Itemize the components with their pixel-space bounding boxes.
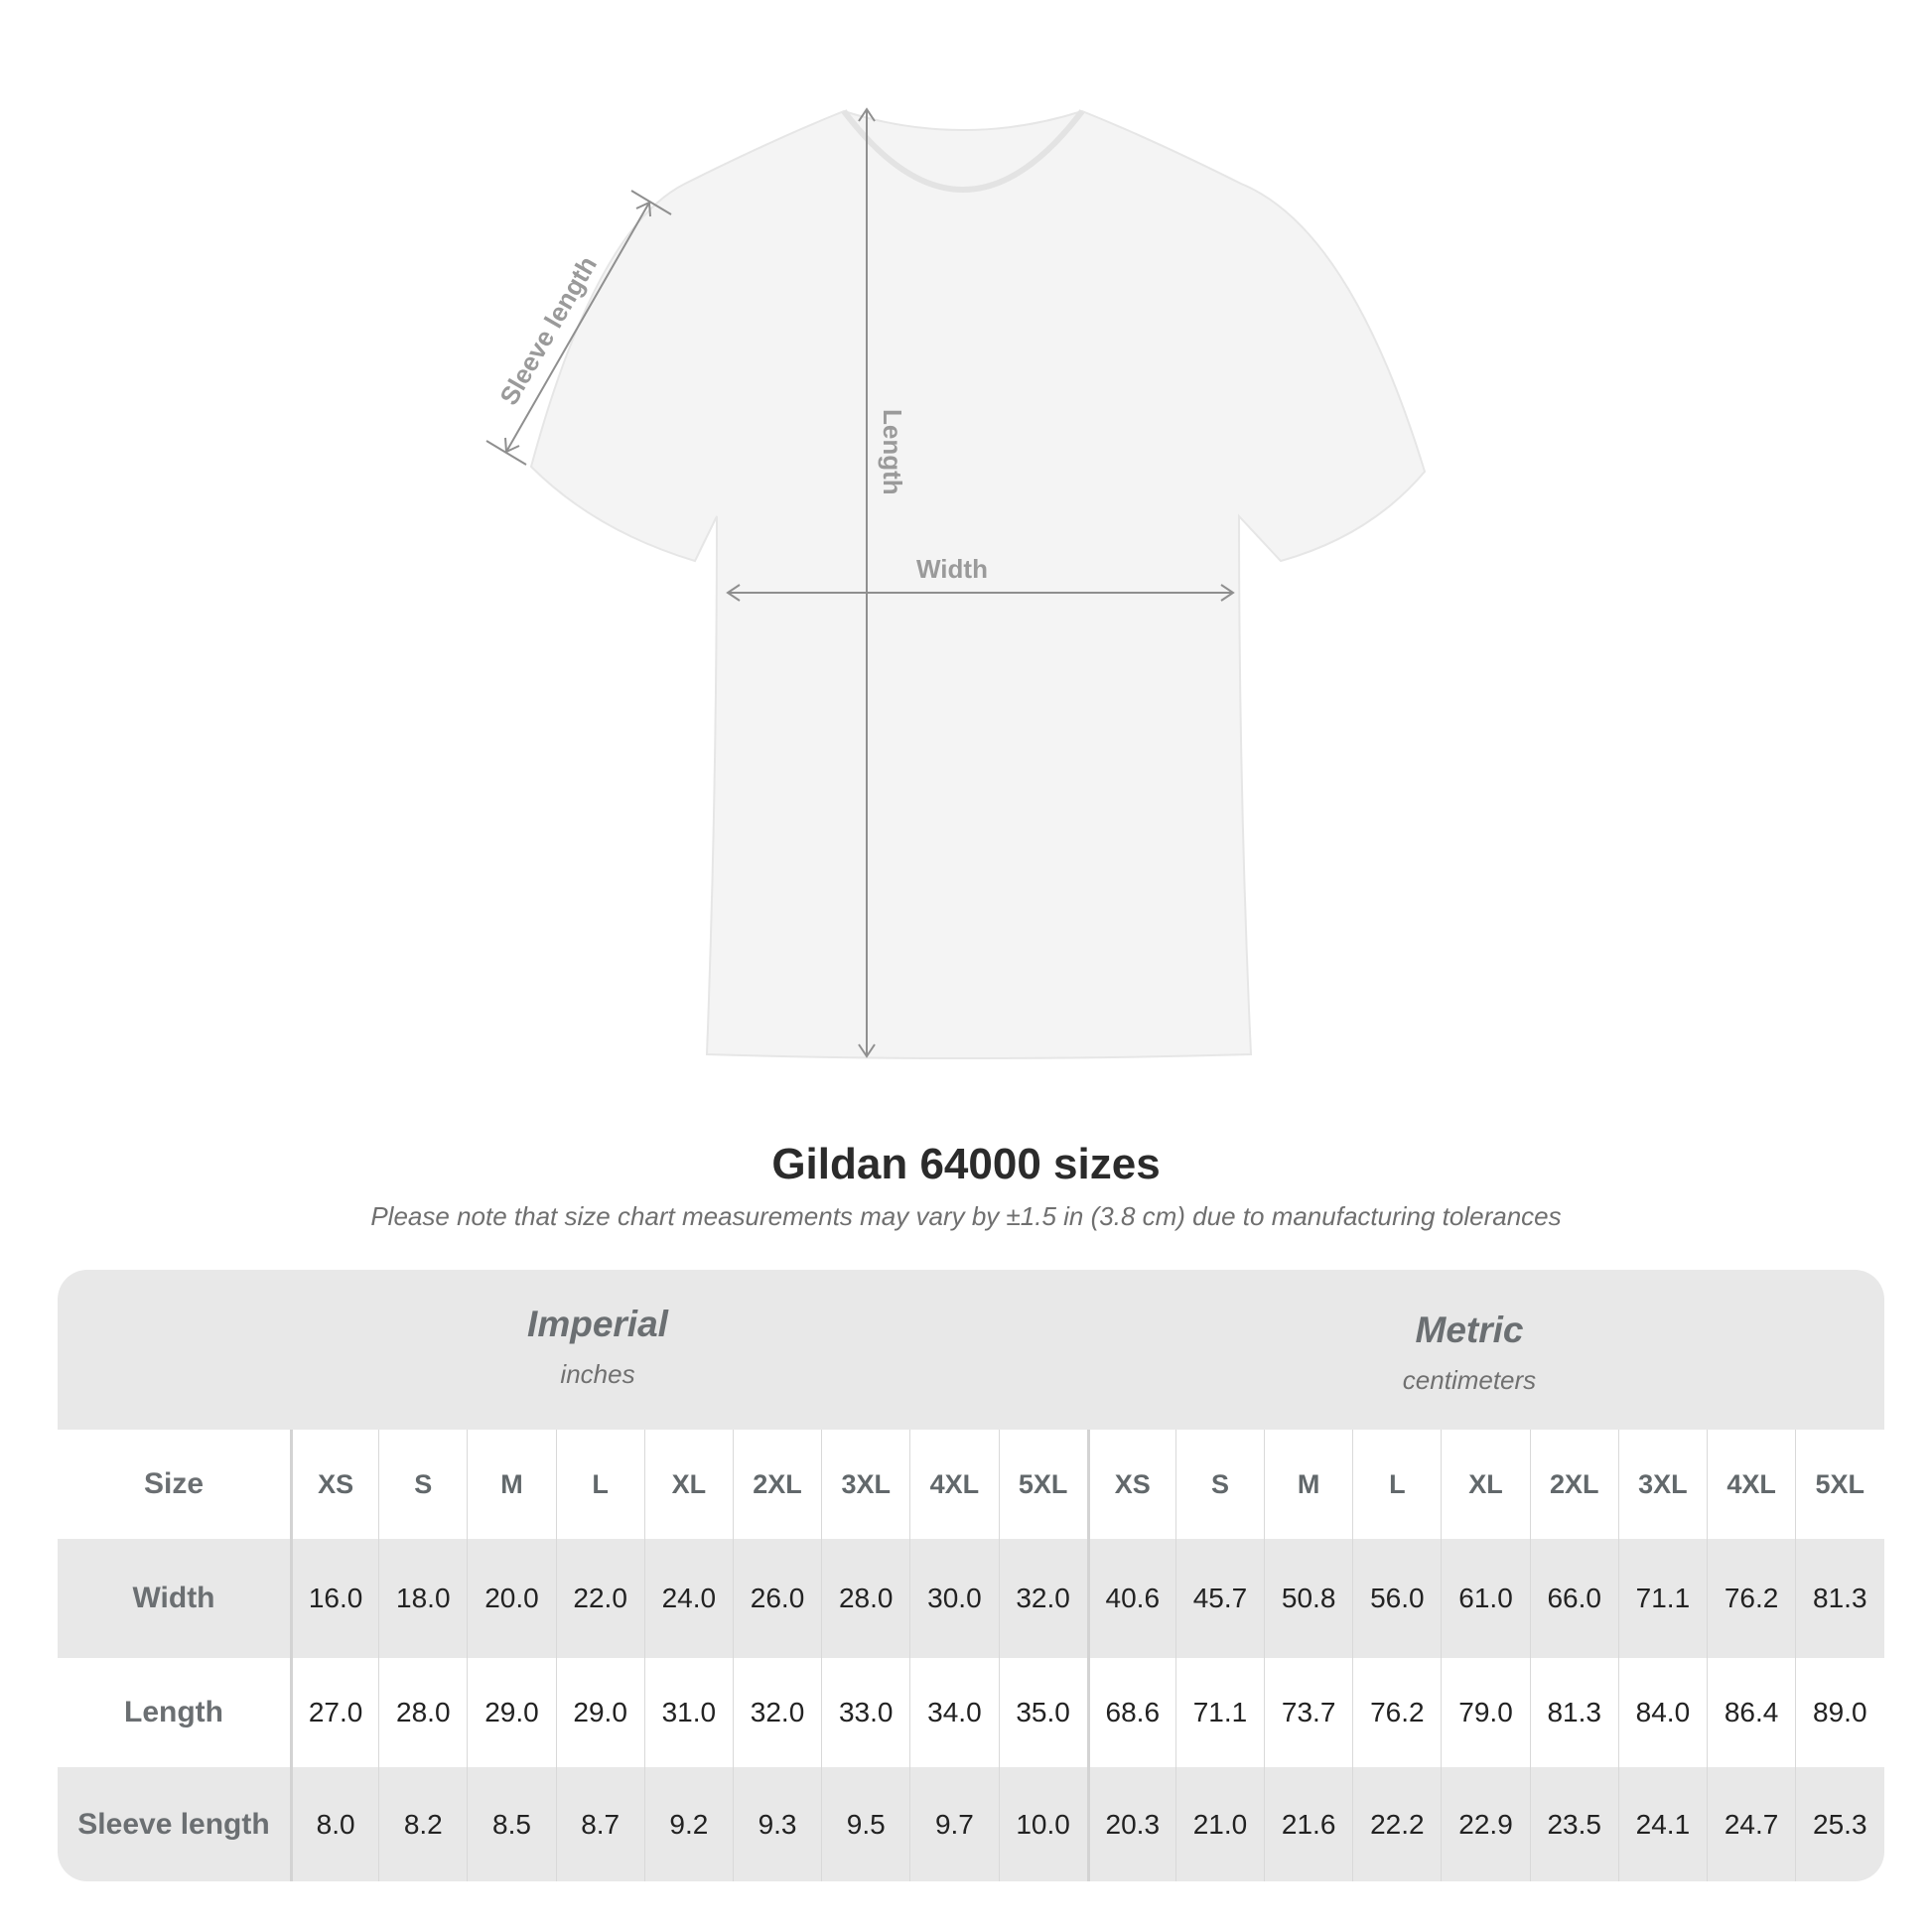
size-table: Imperial inches Metric centimeters Size X… [58,1270,1884,1881]
metric-size-0: XS [1086,1430,1175,1539]
imperial-value: 30.0 [909,1539,998,1658]
metric-title: Metric [1415,1310,1524,1350]
table-row: Length 27.0 28.0 29.0 29.0 31.0 32.0 33.0 34.0 35… [58,1658,1884,1767]
metric-value: 68.6 [1086,1658,1175,1767]
metric-value: 81.3 [1795,1539,1883,1658]
metric-value: 56.0 [1352,1539,1441,1658]
imperial-size-8: 5XL [998,1430,1087,1539]
metric-size-3: L [1352,1430,1441,1539]
metric-value: 86.4 [1707,1658,1795,1767]
imperial-value: 29.0 [555,1658,644,1767]
imperial-value: 27.0 [290,1658,378,1767]
imperial-value: 9.2 [643,1767,733,1881]
metric-header: Metric centimeters [1172,1310,1767,1396]
row-label: Sleeve length [77,1807,270,1841]
metric-value: 23.5 [1529,1767,1618,1881]
metric-value: 89.0 [1795,1658,1883,1767]
length-label: Length [878,409,907,495]
row-label: Width [132,1582,215,1614]
metric-value: 45.7 [1174,1539,1264,1658]
size-header-row: Size XS S M L XL 2XL 3XL 4XL 5XL XS S M L XL 2XL 3XL 4XL 5… [58,1430,1884,1539]
imperial-value: 33.0 [821,1658,909,1767]
metric-value: 21.0 [1174,1767,1264,1881]
metric-value: 71.1 [1617,1539,1707,1658]
tshirt-shape [529,109,1427,1059]
imperial-title: Imperial [527,1304,668,1344]
metric-value: 20.3 [1086,1767,1175,1881]
imperial-value: 8.7 [555,1767,644,1881]
table-header: Imperial inches Metric centimeters [58,1270,1884,1430]
sleeve-arrow [505,202,650,453]
measure-lines [485,107,1235,1058]
imperial-value: 8.2 [378,1767,467,1881]
metric-size-1: S [1174,1430,1264,1539]
imperial-value: 24.0 [643,1539,733,1658]
metric-value: 71.1 [1174,1658,1264,1767]
imperial-value: 8.0 [290,1767,378,1881]
imperial-unit: inches [560,1359,635,1389]
imperial-value: 18.0 [378,1539,467,1658]
imperial-value: 26.0 [732,1539,821,1658]
metric-value: 73.7 [1264,1658,1352,1767]
table-row: Sleeve length 8.0 8.2 8.5 8.7 9.2 9.3 9.5 9.7 10.… [58,1767,1884,1881]
size-label: Size [143,1467,205,1500]
imperial-value: 9.5 [821,1767,909,1881]
metric-value: 21.6 [1264,1767,1352,1881]
metric-value: 61.0 [1441,1539,1529,1658]
imperial-value: 8.5 [467,1767,555,1881]
imperial-size-6: 3XL [821,1430,909,1539]
imperial-value: 34.0 [909,1658,998,1767]
imperial-value: 35.0 [998,1658,1087,1767]
imperial-value: 16.0 [290,1539,378,1658]
table-row: Width 16.0 18.0 20.0 22.0 24.0 26.0 28.0 30.0 32.… [58,1539,1884,1658]
imperial-size-2: M [467,1430,555,1539]
imperial-size-0: XS [290,1430,378,1539]
metric-value: 81.3 [1529,1658,1618,1767]
imperial-header: Imperial inches [300,1304,896,1390]
imperial-size-5: 2XL [732,1430,821,1539]
imperial-value: 29.0 [467,1658,555,1767]
metric-value: 76.2 [1707,1539,1795,1658]
imperial-value: 9.3 [732,1767,821,1881]
collar [841,109,1085,193]
metric-value: 24.1 [1617,1767,1707,1881]
imperial-value: 32.0 [998,1539,1087,1658]
metric-value: 22.2 [1352,1767,1441,1881]
metric-value: 66.0 [1529,1539,1618,1658]
row-label: Length [124,1696,223,1728]
metric-value: 40.6 [1086,1539,1175,1658]
metric-value: 25.3 [1795,1767,1883,1881]
metric-value: 79.0 [1441,1658,1529,1767]
metric-size-4: XL [1441,1430,1529,1539]
metric-size-8: 5XL [1795,1430,1883,1539]
imperial-value: 32.0 [732,1658,821,1767]
imperial-value: 20.0 [467,1539,555,1658]
imperial-value: 22.0 [555,1539,644,1658]
metric-size-2: M [1264,1430,1352,1539]
metric-value: 24.7 [1707,1767,1795,1881]
metric-value: 76.2 [1352,1658,1441,1767]
page-subtitle: Please note that size chart measurements… [370,1201,1562,1231]
metric-value: 84.0 [1617,1658,1707,1767]
imperial-size-4: XL [643,1430,733,1539]
imperial-value: 28.0 [821,1539,909,1658]
imperial-size-7: 4XL [909,1430,998,1539]
imperial-value: 9.7 [909,1767,998,1881]
page-title: Gildan 64000 sizes [771,1140,1161,1188]
metric-value: 22.9 [1441,1767,1529,1881]
metric-unit: centimeters [1402,1365,1537,1395]
imperial-value: 31.0 [643,1658,733,1767]
imperial-size-3: L [555,1430,644,1539]
metric-size-5: 2XL [1529,1430,1618,1539]
imperial-value: 28.0 [378,1658,467,1767]
imperial-size-1: S [378,1430,467,1539]
imperial-value: 10.0 [998,1767,1087,1881]
width-label: Width [916,554,988,584]
tshirt-diagram: Sleeve length Length Width [485,107,1427,1059]
metric-size-6: 3XL [1617,1430,1707,1539]
metric-size-7: 4XL [1707,1430,1795,1539]
metric-value: 50.8 [1264,1539,1352,1658]
